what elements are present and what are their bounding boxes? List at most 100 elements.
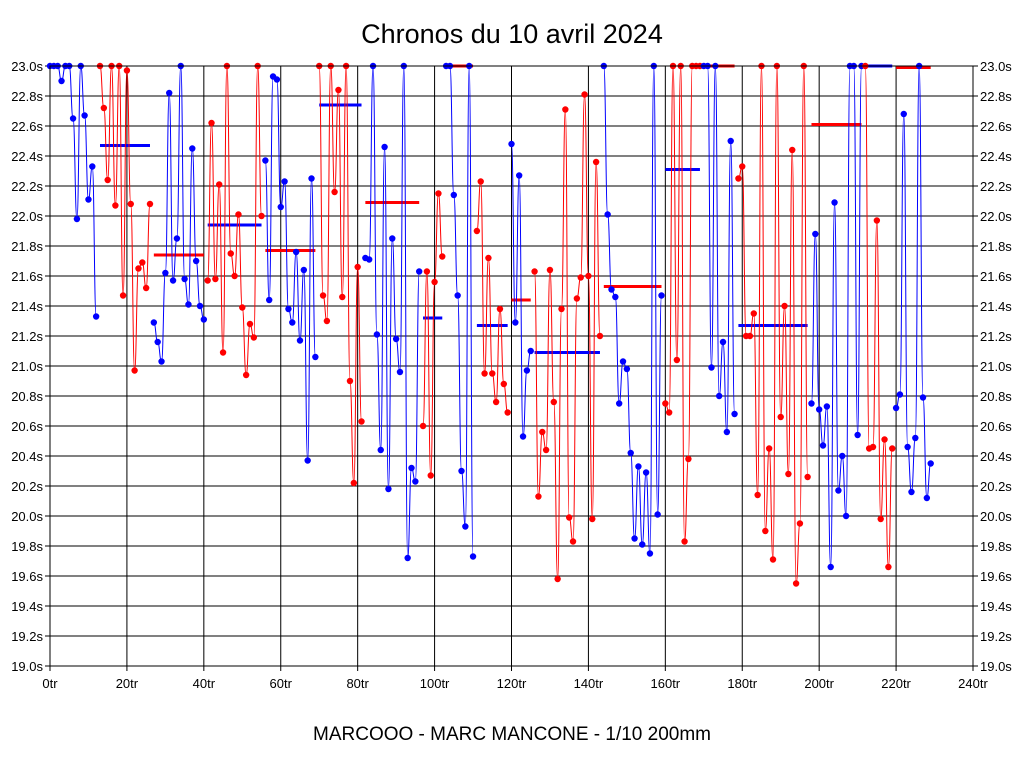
lap-point (812, 230, 819, 238)
lap-point (412, 478, 419, 485)
series-line (703, 65, 736, 433)
y-tick-label: 21.6s (11, 269, 43, 284)
lap-point (827, 563, 834, 571)
x-tick-label: 240tr (958, 676, 988, 691)
lap-point (754, 491, 761, 499)
y-tick-label: 22.4s (11, 149, 43, 164)
series-line (810, 65, 862, 568)
lap-point (208, 119, 215, 127)
lap-point (231, 272, 238, 280)
lap-point (912, 434, 919, 442)
y-tick-label: 19.4s (11, 599, 43, 614)
plot-frame (49, 65, 974, 667)
lap-point (792, 580, 800, 587)
lap-point (508, 140, 515, 148)
lap-point (185, 301, 192, 308)
series-line (476, 180, 509, 413)
lap-point (731, 410, 738, 418)
lap-point (173, 235, 181, 242)
x-tick-label: 120tr (497, 676, 527, 691)
lap-point (808, 400, 815, 407)
series-line (665, 65, 700, 543)
lap-point (515, 172, 523, 179)
lap-point (408, 464, 415, 472)
lap-point (396, 368, 404, 376)
lap-point (373, 331, 381, 338)
series-series-9 (442, 62, 477, 560)
series-line (318, 65, 363, 484)
lap-point (735, 175, 742, 182)
lap-point (554, 575, 561, 583)
y-tick-label: 22.2s (11, 179, 43, 194)
lap-point (131, 367, 138, 374)
lap-point (631, 535, 638, 542)
lap-point (550, 398, 558, 406)
y-tick-label: 21.0s (11, 359, 43, 374)
series-line (446, 65, 474, 557)
series-series-6 (316, 62, 365, 487)
lap-point (873, 217, 881, 224)
lap-point (804, 473, 811, 481)
lap-point (627, 449, 634, 457)
lap-point (539, 428, 546, 436)
lap-point (596, 332, 604, 340)
lap-point (150, 319, 158, 326)
lap-point (419, 422, 427, 430)
lap-point (346, 377, 354, 385)
x-tick-label: 200tr (804, 676, 834, 691)
series-series-1 (46, 62, 100, 320)
series-line (895, 65, 932, 499)
series-line (511, 143, 532, 438)
y-tick-label-right: 21.8s (980, 239, 1012, 254)
lap-point (565, 514, 573, 521)
lap-point (815, 406, 823, 413)
lap-point (496, 305, 504, 313)
lap-point (519, 433, 527, 440)
lap-point (573, 295, 581, 302)
series-series-15 (700, 62, 738, 436)
series-series-16 (735, 62, 811, 587)
x-tick-label: 180tr (727, 676, 757, 691)
lap-point (250, 334, 258, 341)
lap-point (169, 277, 177, 284)
lap-point (896, 391, 904, 398)
lap-point (727, 137, 734, 145)
series-series-10 (473, 178, 511, 416)
lap-point (762, 527, 769, 535)
lap-point (389, 235, 396, 242)
lap-point (635, 463, 642, 470)
lap-point (308, 175, 315, 182)
y-tick-label-right: 21.2s (980, 329, 1012, 344)
x-tick-label: 140tr (574, 676, 604, 691)
y-tick-label: 22.0s (11, 209, 43, 224)
lap-point (358, 418, 365, 425)
lap-point (646, 550, 654, 557)
y-tick-label-right: 22.2s (980, 179, 1012, 194)
lap-point (423, 268, 431, 275)
lap-point (404, 554, 411, 562)
lap-point (623, 365, 631, 373)
y-tick-label: 21.2s (11, 329, 43, 344)
y-tick-label-right: 21.0s (980, 359, 1012, 374)
lap-point (454, 292, 461, 299)
lap-point (885, 563, 892, 571)
y-tick-label-right: 20.0s (980, 509, 1012, 524)
x-tick-label: 40tr (193, 676, 216, 691)
y-tick-label: 20.2s (11, 479, 43, 494)
lap-point (485, 254, 492, 262)
lap-point (473, 227, 481, 235)
y-tick-label-right: 19.8s (980, 539, 1012, 554)
series-series-13 (600, 62, 665, 557)
y-tick-label: 19.0s (11, 659, 43, 674)
lap-point (385, 485, 392, 493)
lap-point (585, 272, 592, 280)
lap-point (189, 145, 196, 152)
series-series-2 (96, 62, 154, 374)
chart-title: Chronos du 10 avril 2024 (361, 19, 663, 49)
y-tick-label-right: 19.4s (980, 599, 1012, 614)
lap-point (504, 409, 511, 416)
lap-point (277, 203, 284, 211)
y-tick-label-right: 19.2s (980, 629, 1012, 644)
lap-point (746, 332, 754, 340)
lap-point (212, 275, 219, 283)
